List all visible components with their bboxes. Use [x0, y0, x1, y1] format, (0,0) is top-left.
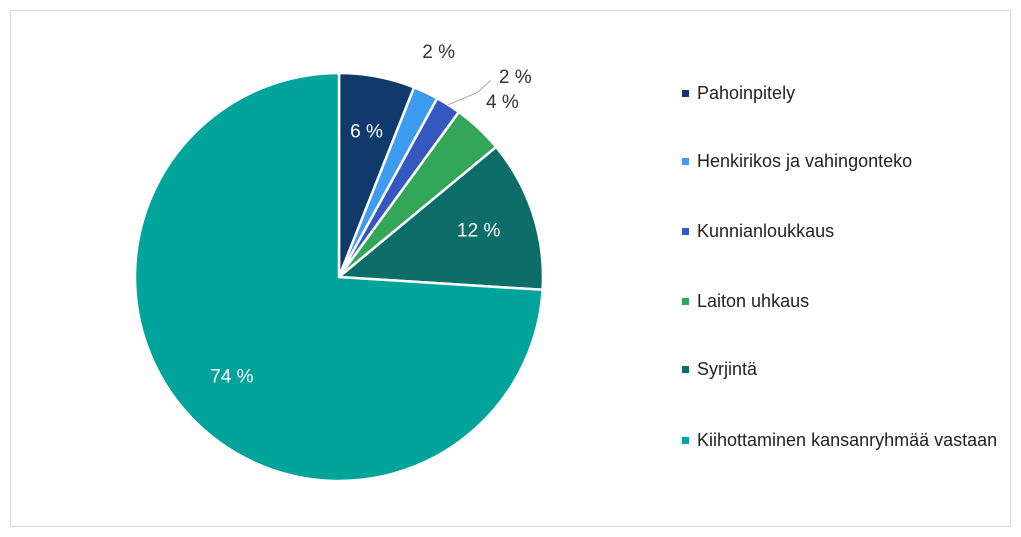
data-label: 2 % [499, 67, 532, 88]
data-label: 12 % [457, 221, 500, 242]
pie-slice [133, 71, 544, 483]
legend-item: Kunnianloukkaus [682, 218, 1002, 244]
legend-item: Pahoinpitely [682, 80, 1002, 106]
legend-item: Henkirikos ja vahingonteko [682, 148, 1002, 174]
legend-item: Laiton uhkaus [682, 288, 1002, 314]
legend-swatch [682, 228, 689, 235]
legend-swatch [682, 90, 689, 97]
legend-item: Kiihottaminen kansanryhmää vastaan [682, 427, 1002, 453]
legend-label: Kiihottaminen kansanryhmää vastaan [697, 430, 998, 450]
legend-label: Henkirikos ja vahingonteko [697, 151, 913, 171]
leader-line [448, 79, 491, 106]
legend-item: Syrjintä [682, 356, 1002, 382]
data-label: 6 % [350, 122, 383, 143]
chart-border [10, 10, 1011, 527]
legend-label: Kunnianloukkaus [697, 221, 835, 241]
legend-swatch [682, 366, 689, 373]
data-label: 4 % [486, 92, 519, 113]
legend-swatch [682, 298, 689, 305]
legend-label: Laiton uhkaus [697, 291, 810, 311]
data-label: 2 % [422, 42, 455, 63]
legend-swatch [682, 437, 689, 444]
legend-label: Pahoinpitely [697, 83, 796, 103]
legend-label: Syrjintä [697, 359, 758, 379]
pie-slice [335, 145, 545, 292]
legend-swatch [682, 158, 689, 165]
data-label: 74 % [210, 367, 253, 388]
